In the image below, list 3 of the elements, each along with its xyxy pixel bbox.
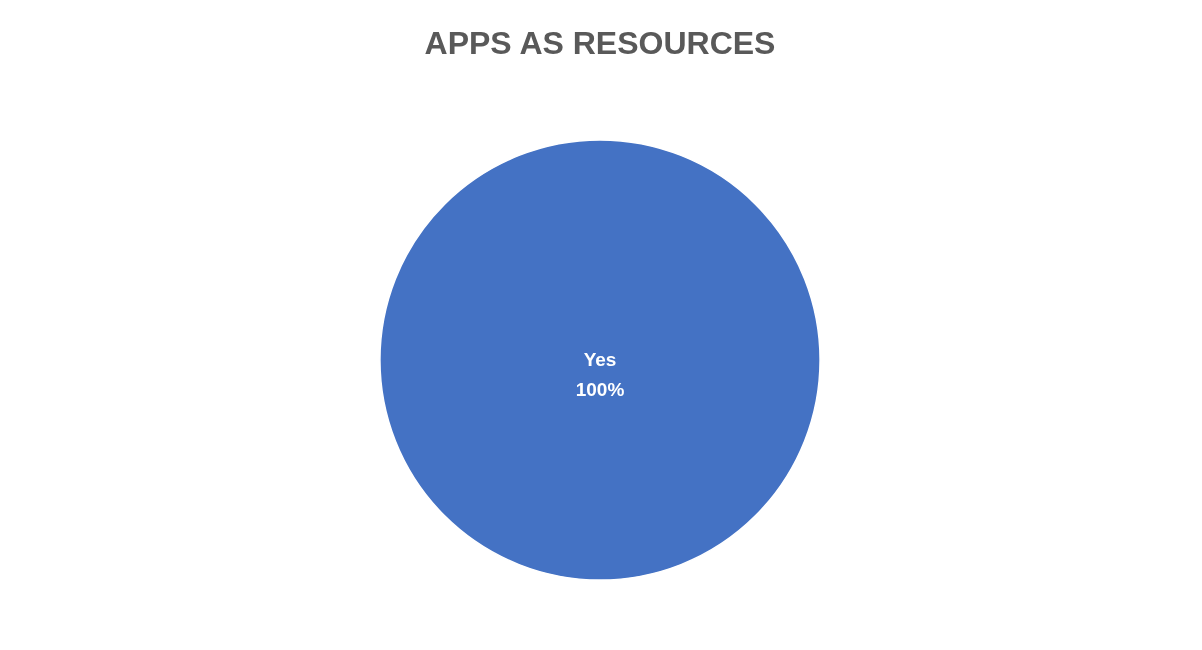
chart-title: APPS AS RESOURCES — [424, 25, 776, 61]
data-label: 100% — [575, 379, 625, 400]
slice-label: Yes — [583, 349, 617, 370]
